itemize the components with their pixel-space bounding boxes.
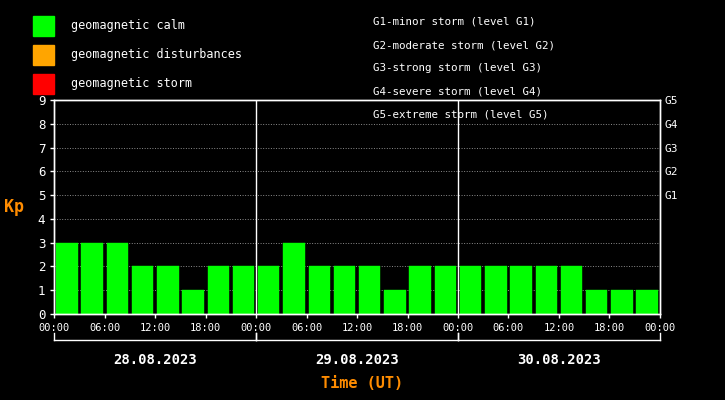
Bar	[611, 290, 633, 314]
Bar	[107, 243, 128, 314]
Text: G2-moderate storm (level G2): G2-moderate storm (level G2)	[373, 40, 555, 50]
Bar	[359, 266, 381, 314]
Text: G1-minor storm (level G1): G1-minor storm (level G1)	[373, 17, 536, 27]
Text: geomagnetic calm: geomagnetic calm	[71, 20, 185, 32]
Bar	[157, 266, 178, 314]
Bar	[510, 266, 531, 314]
Text: 29.08.2023: 29.08.2023	[315, 353, 399, 367]
Bar	[536, 266, 557, 314]
Bar	[183, 290, 204, 314]
Text: G3-strong storm (level G3): G3-strong storm (level G3)	[373, 64, 542, 74]
Bar	[233, 266, 254, 314]
Text: G4-severe storm (level G4): G4-severe storm (level G4)	[373, 87, 542, 97]
Text: 30.08.2023: 30.08.2023	[517, 353, 601, 367]
Text: Time (UT): Time (UT)	[321, 376, 404, 392]
Text: G5-extreme storm (level G5): G5-extreme storm (level G5)	[373, 110, 549, 120]
Bar	[460, 266, 481, 314]
Bar	[207, 266, 229, 314]
Bar	[410, 266, 431, 314]
Text: 28.08.2023: 28.08.2023	[113, 353, 197, 367]
Bar	[586, 290, 608, 314]
Text: geomagnetic disturbances: geomagnetic disturbances	[71, 48, 242, 61]
Bar	[258, 266, 280, 314]
Bar	[309, 266, 330, 314]
Bar	[81, 243, 103, 314]
Bar	[637, 290, 658, 314]
Bar	[434, 266, 456, 314]
Bar	[560, 266, 582, 314]
Bar	[283, 243, 304, 314]
Bar	[57, 243, 78, 314]
Text: geomagnetic storm: geomagnetic storm	[71, 77, 192, 90]
Bar	[384, 290, 405, 314]
Text: Kp: Kp	[4, 198, 25, 216]
Bar	[485, 266, 507, 314]
Bar	[334, 266, 355, 314]
Bar	[132, 266, 154, 314]
